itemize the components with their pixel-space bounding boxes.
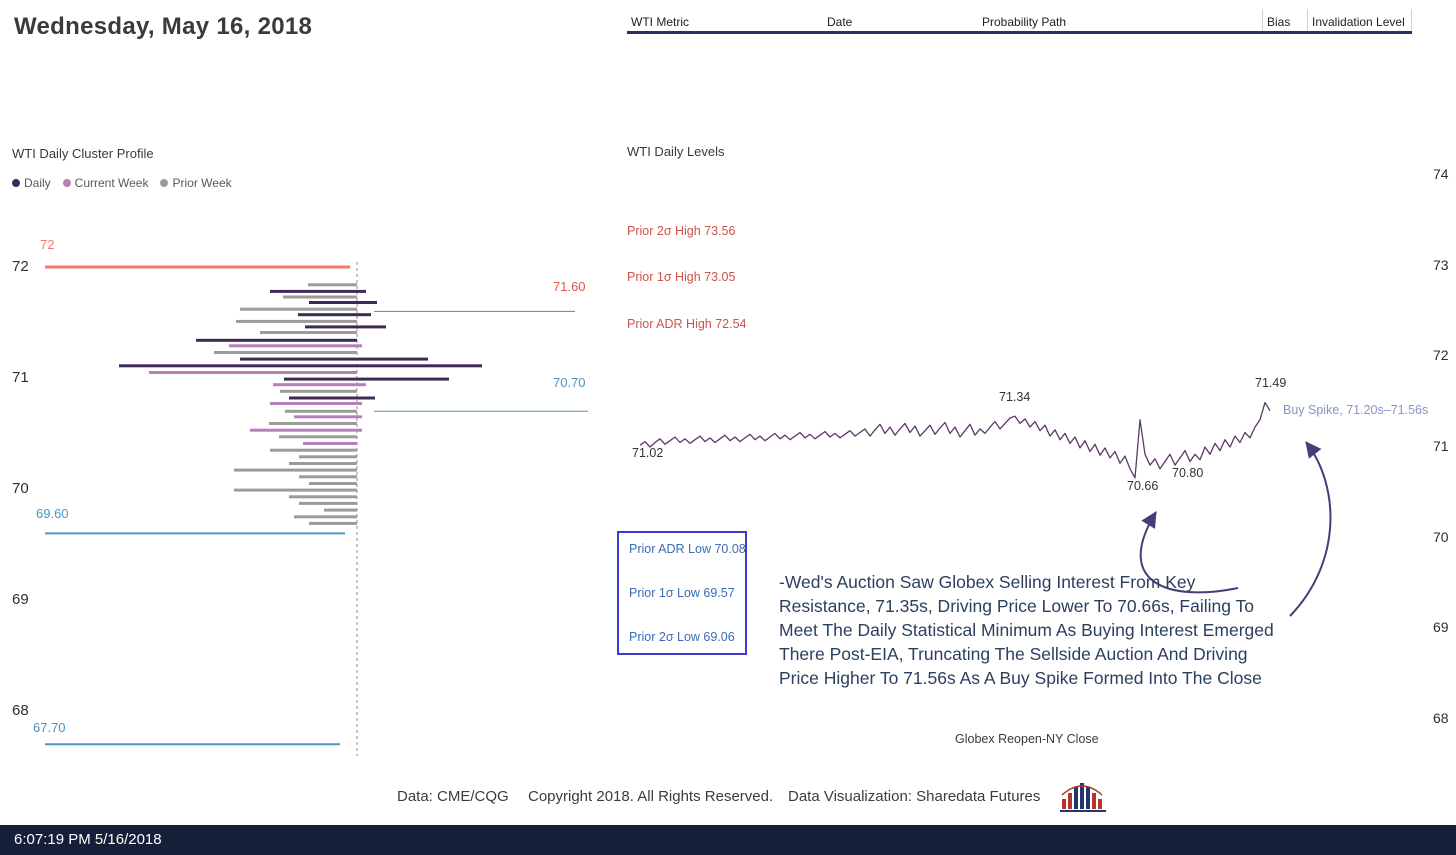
arrow-to-buy-spike-icon bbox=[1289, 441, 1332, 617]
legend-item-current-week[interactable]: Current Week bbox=[62, 176, 149, 190]
legend-item-daily[interactable]: Daily bbox=[12, 176, 51, 190]
metrics-column-bias: Bias bbox=[1263, 9, 1308, 31]
legend-label: Current Week bbox=[74, 176, 149, 190]
buy-spike-label: Buy Spike, 71.20s–71.56s bbox=[1283, 403, 1429, 417]
metrics-column-invalidation-level: Invalidation Level bbox=[1308, 9, 1412, 31]
sharedata-logo-icon bbox=[1060, 783, 1106, 812]
page-title: Wednesday, May 16, 2018 bbox=[14, 13, 313, 40]
legend-swatch-icon bbox=[12, 179, 20, 187]
auction-annotation: -Wed's Auction Saw Globex Selling Intere… bbox=[779, 572, 1274, 688]
metrics-column-date: Date bbox=[827, 15, 853, 29]
cluster-legend: Daily Current Week Prior Week bbox=[12, 176, 232, 190]
status-bar: 6:07:19 PM 5/16/2018 bbox=[0, 825, 1456, 855]
metrics-column-probability-path: Probability Path bbox=[978, 9, 1263, 31]
footer-visualization: Data Visualization: Sharedata Futures bbox=[788, 788, 1041, 805]
legend-swatch-icon bbox=[62, 179, 71, 187]
annotation-arrows bbox=[1139, 441, 1332, 617]
legend-label: Prior Week bbox=[172, 176, 232, 190]
levels-x-axis-label: Globex Reopen-NY Close bbox=[955, 732, 1099, 746]
prior-low-label: Prior ADR Low 70.08 bbox=[629, 542, 746, 556]
footer-copyright: Copyright 2018. All Rights Reserved. bbox=[528, 788, 774, 805]
metrics-table-header: WTI Metric Date Probability Path Bias Invali… bbox=[627, 9, 1412, 34]
legend-label: Daily bbox=[24, 176, 51, 190]
cluster-level-lines bbox=[45, 262, 588, 756]
prior-lows-box: Prior ADR Low 70.08 Prior 1σ Low 69.57 Pri… bbox=[617, 531, 747, 655]
prior-low-label: Prior 1σ Low 69.57 bbox=[629, 586, 735, 600]
cluster-profile-bars[interactable] bbox=[119, 283, 482, 525]
cluster-chart-title: WTI Daily Cluster Profile bbox=[12, 146, 154, 161]
metrics-column-wti-metric: WTI Metric bbox=[631, 15, 689, 29]
price-line-series[interactable] bbox=[639, 401, 1271, 479]
footer-data-source: Data: CME/CQG bbox=[397, 788, 509, 805]
prior-low-label: Prior 2σ Low 69.06 bbox=[629, 630, 735, 644]
status-timestamp: 6:07:19 PM 5/16/2018 bbox=[14, 831, 162, 848]
arrow-to-low-icon bbox=[1139, 511, 1239, 594]
legend-swatch-icon bbox=[160, 179, 169, 187]
legend-item-prior-week[interactable]: Prior Week bbox=[160, 176, 232, 190]
levels-chart-title: WTI Daily Levels bbox=[627, 144, 725, 159]
